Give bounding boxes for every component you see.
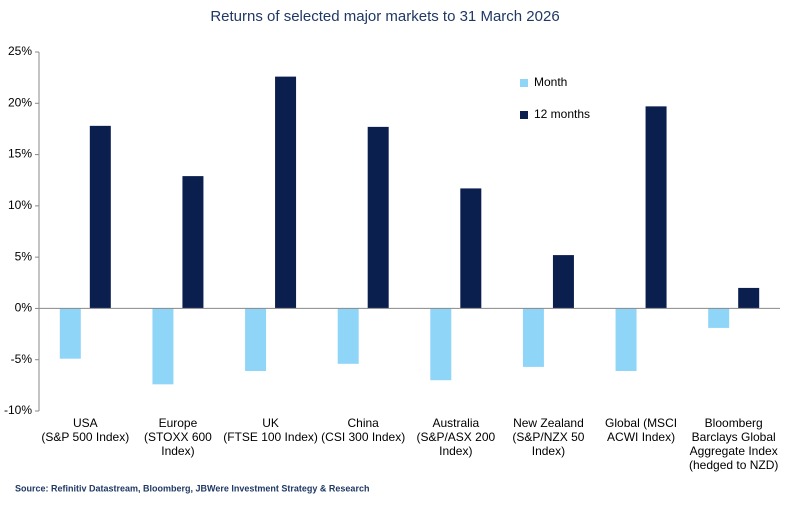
x-tick-label: (S&P/NZX 50 (512, 430, 584, 444)
x-tick-label: (S&P/ASX 200 (416, 430, 495, 444)
x-tick-label: Europe (159, 416, 198, 430)
source-note: Source: Refinitiv Datastream, Bloomberg,… (15, 483, 369, 493)
x-tick-label: Barclays Global (692, 430, 776, 444)
y-tick-label: 0% (15, 301, 33, 315)
x-tick-label: Global (MSCI (605, 416, 677, 430)
bar (275, 76, 297, 309)
legend-swatch (520, 111, 528, 119)
bar (430, 308, 452, 381)
x-tick-label: Index) (439, 444, 472, 458)
bar (738, 287, 760, 309)
chart-title: Returns of selected major markets to 31 … (210, 8, 559, 25)
x-tick-label: (STOXX 600 (144, 430, 212, 444)
x-tick-label: China (348, 416, 380, 430)
x-tick-label: Index) (532, 444, 565, 458)
bar (552, 255, 574, 309)
legend-label: 12 months (534, 107, 590, 121)
bar (337, 308, 359, 364)
y-tick-label: -5% (11, 352, 33, 366)
y-tick-label: 25% (8, 44, 32, 58)
y-tick-label: 10% (8, 198, 32, 212)
x-tick-label: Bloomberg (705, 416, 763, 430)
x-tick-label: USA (73, 416, 98, 430)
x-tick-label: (FTSE 100 Index) (223, 430, 318, 444)
x-tick-label: Index) (161, 444, 194, 458)
bar (59, 308, 81, 359)
x-tick-label: Aggregate Index (690, 444, 778, 458)
bar (522, 308, 544, 367)
y-tick-label: 20% (8, 95, 32, 109)
x-tick-label: (CSI 300 Index) (321, 430, 405, 444)
bar (708, 308, 730, 328)
x-tick-label: (S&P 500 Index) (41, 430, 129, 444)
bar (152, 308, 174, 385)
bar (367, 126, 389, 309)
legend-label: Month (534, 75, 567, 89)
bar (460, 188, 482, 309)
y-tick-label: -10% (4, 403, 32, 417)
bar (245, 308, 267, 371)
x-tick-label: ACWI Index) (607, 430, 675, 444)
y-tick-label: 15% (8, 147, 32, 161)
bar (89, 125, 111, 309)
x-tick-label: UK (262, 416, 279, 430)
bar (615, 308, 637, 371)
x-tick-label: Australia (432, 416, 479, 430)
x-tick-label: (hedged to NZD) (689, 458, 778, 472)
bar (182, 176, 204, 309)
x-tick-label: New Zealand (513, 416, 584, 430)
y-tick-label: 5% (15, 249, 33, 263)
legend-swatch (520, 79, 528, 87)
bar (645, 106, 667, 309)
